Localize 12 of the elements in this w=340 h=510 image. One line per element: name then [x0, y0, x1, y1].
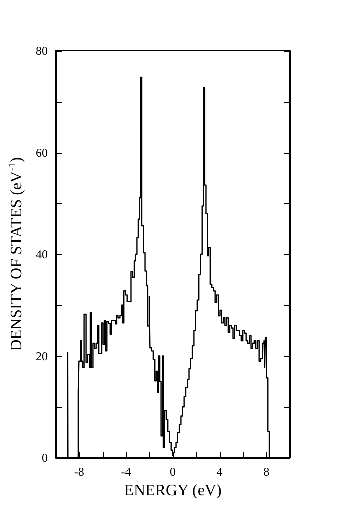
x-tick-label: 0	[170, 465, 176, 479]
y-tick-label: 20	[36, 349, 48, 364]
y-axis-title: DENSITY OF STATES (eV-1)	[8, 157, 26, 352]
y-tick-label: 80	[36, 44, 48, 58]
y-tick-label: 40	[36, 248, 48, 262]
x-axis-title: ENERGY (eV)	[124, 482, 222, 500]
x-tick-label: 4	[216, 465, 223, 479]
x-tick-label: -4	[121, 465, 132, 479]
y-tick-label: 0	[42, 451, 48, 465]
y-tick-label: 60	[36, 146, 48, 160]
x-tick-label: -8	[74, 465, 84, 479]
x-tick-label: 8	[264, 465, 270, 479]
